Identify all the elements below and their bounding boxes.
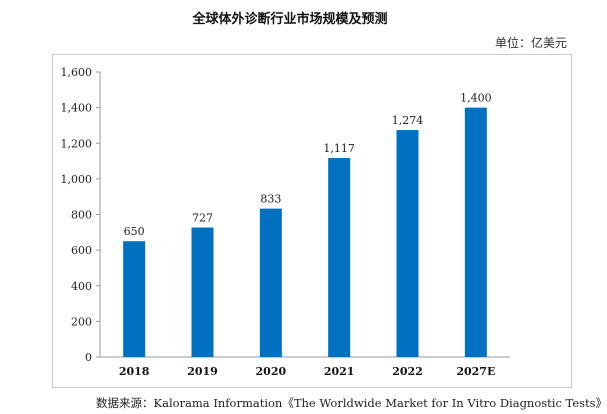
chart-frame (52, 54, 572, 388)
bar (191, 227, 214, 357)
y-tick-label: 400 (71, 280, 92, 293)
x-tick-label: 2018 (119, 365, 150, 378)
data-label: 1,400 (460, 92, 492, 105)
unit-label: 单位：亿美元 (494, 36, 567, 50)
data-label: 650 (124, 225, 145, 238)
data-labels: 650 2018 727 2019 833 2020 1,117 2021 1,274 2022 1… (119, 92, 495, 378)
y-tick-label: 1,600 (61, 66, 93, 79)
x-tick-label: 2021 (324, 365, 355, 378)
bars (123, 107, 487, 357)
bar (328, 158, 351, 357)
x-tick-label: 2022 (392, 365, 423, 378)
data-label: 1,117 (323, 142, 355, 155)
x-tick-label: 2027E (456, 365, 495, 378)
chart-title: 全球体外诊断行业市场规模及预测 (192, 12, 388, 27)
y-tick-label: 200 (71, 315, 92, 328)
bar (464, 107, 487, 357)
y-tick-label: 600 (71, 244, 92, 257)
y-tick-label: 1,400 (61, 102, 93, 115)
source-prefix: 数据来源： (96, 396, 154, 410)
data-label: 727 (192, 212, 213, 225)
bar (123, 241, 146, 357)
source-note: 数据来源：Kalorama Information《The Worldwide … (96, 395, 607, 411)
y-tick-label: 800 (71, 209, 92, 222)
y-tick-label: 0 (85, 351, 92, 364)
data-label: 833 (260, 193, 281, 206)
x-tick-label: 2020 (256, 365, 287, 378)
bar (259, 208, 282, 357)
data-label: 1,274 (392, 114, 424, 127)
y-tick-label: 1,000 (61, 173, 93, 186)
chart-axes: 0 200 400 600 800 1,000 1,200 1,400 1,600 (61, 66, 510, 364)
source-text: Kalorama Information《The Worldwide Marke… (153, 396, 607, 410)
bar (396, 130, 419, 357)
x-tick-label: 2019 (187, 365, 218, 378)
y-tick-label: 1,200 (61, 137, 93, 150)
